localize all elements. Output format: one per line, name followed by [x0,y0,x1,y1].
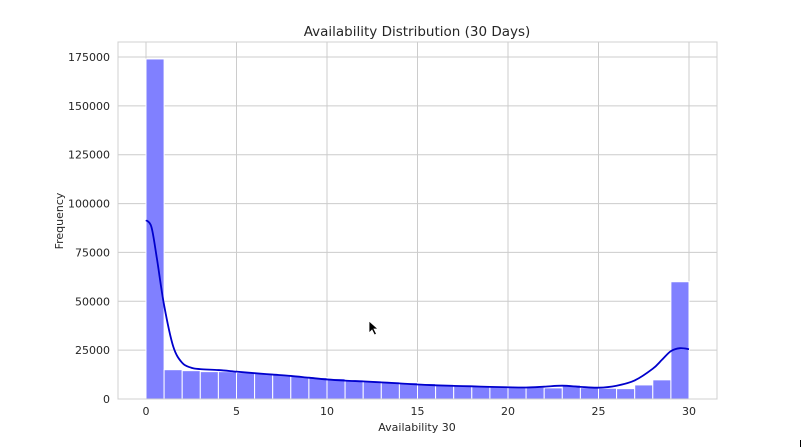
x-tick-label: 5 [233,405,240,418]
y-tick-label: 25000 [75,344,110,357]
histogram-bar [543,387,563,400]
histogram-bar [634,384,654,400]
y-tick-label: 175000 [68,51,110,64]
plot-frame [117,41,718,400]
histogram-bar [598,387,618,400]
y-axis-label: Frequency [53,192,66,249]
histogram-bar [489,385,509,400]
histogram-bars [145,58,690,400]
y-tick-label: 125000 [68,149,110,162]
x-tick-label: 30 [682,405,696,418]
x-tick-label: 20 [501,405,515,418]
histogram-bar [163,369,183,400]
histogram-bar [145,58,165,400]
chart-title: Availability Distribution (30 Days) [304,24,531,40]
x-tick-label: 15 [411,405,425,418]
histogram-bar [380,381,400,400]
histogram-bar [525,386,545,400]
histogram-bar [326,377,346,400]
histogram-bar [670,281,690,400]
histogram-bar [652,379,672,400]
x-axis-label: Availability 30 [378,421,455,434]
histogram-bar [616,388,636,400]
grid-lines [118,42,717,400]
histogram-bar [344,379,364,400]
histogram-bar [308,377,328,400]
histogram-bar [199,371,219,400]
x-tick-label: 25 [592,405,606,418]
y-tick-label: 150000 [68,100,110,113]
y-tick-label: 50000 [75,295,110,308]
histogram-bar [254,373,274,400]
x-tick-label: 0 [143,405,150,418]
histogram-bar [236,372,256,400]
x-axis-ticks: 0 5 10 15 20 25 30 [143,405,697,418]
kde-curve [145,219,690,389]
histogram-bar [579,387,600,400]
y-tick-label: 0 [103,393,110,406]
histogram-bar [471,385,491,400]
edge-mark [800,440,801,447]
y-axis-ticks: 0 25000 50000 75000 100000 125000 150000 175000 [68,51,110,406]
histogram-bar [217,371,237,400]
histogram-bar [181,370,201,400]
x-tick-label: 10 [320,405,334,418]
y-tick-label: 75000 [75,246,110,259]
histogram-bar [272,374,292,400]
histogram-bar [507,386,527,400]
mouse-cursor-icon [368,320,380,336]
histogram-bar [290,376,310,400]
y-tick-label: 100000 [68,198,110,211]
histogram-bar [362,380,382,400]
